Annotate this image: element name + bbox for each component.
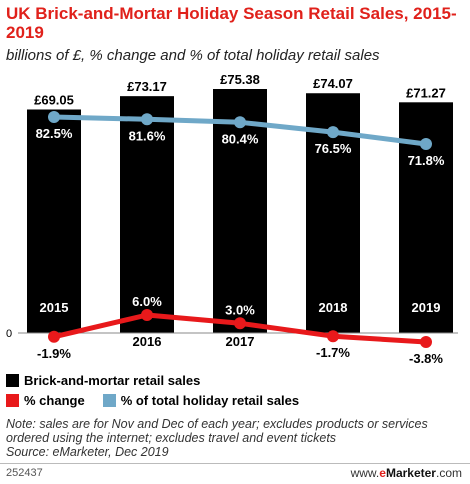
chart-title: UK Brick-and-Mortar Holiday Season Retai… xyxy=(6,4,457,42)
footer-divider xyxy=(0,463,470,464)
chart-subtitle: billions of £, % change and % of total h… xyxy=(6,47,380,64)
share-value-label: 76.5% xyxy=(315,141,352,156)
share-point xyxy=(420,138,432,150)
share-point xyxy=(141,113,153,126)
legend-swatch-share xyxy=(102,394,116,407)
brand-name: Marketer xyxy=(385,466,436,480)
share-value-label: 81.6% xyxy=(129,128,166,143)
brand-prefix: www. xyxy=(350,466,380,480)
brand-suffix: .com xyxy=(435,466,462,480)
chart-canvas: £69.05 £73.17 £75.38 £74.07 £71.27 2015 2016 20… xyxy=(6,72,458,366)
change-point xyxy=(327,330,339,343)
legend-label-share: % of total holiday retail sales xyxy=(120,393,300,408)
bar-value-label: £74.07 xyxy=(313,76,353,91)
x-tick-label: 2016 xyxy=(133,334,162,349)
chart-id: 252437 xyxy=(6,467,43,479)
legend-swatch-bar xyxy=(6,374,19,387)
change-point xyxy=(420,336,432,348)
share-value-label: 80.4% xyxy=(222,131,259,146)
x-tick-label: 2018 xyxy=(319,300,348,315)
source-text: Source: eMarketer, Dec 2019 xyxy=(6,445,169,459)
share-point xyxy=(327,126,339,139)
legend-label-bar: Brick-and-mortar retail sales xyxy=(24,373,201,388)
brand-e: e xyxy=(379,466,386,480)
legend: Brick-and-mortar retail sales % change %… xyxy=(6,372,317,412)
share-value-label: 71.8% xyxy=(408,153,445,168)
y-zero-label: 0 xyxy=(6,328,12,340)
bar-value-label: £75.38 xyxy=(220,72,260,87)
change-value-label: 6.0% xyxy=(132,294,162,309)
change-point xyxy=(48,330,60,343)
bar-2016 xyxy=(120,96,174,333)
share-value-label: 82.5% xyxy=(36,126,73,141)
change-value-label: -1.7% xyxy=(316,345,350,360)
share-point xyxy=(234,116,246,129)
note-text: Note: sales are for Nov and Dec of each … xyxy=(6,417,428,445)
bar-value-label: £69.05 xyxy=(34,92,74,107)
brand-link[interactable]: www.eMarketer.com xyxy=(351,466,462,480)
x-tick-label: 2015 xyxy=(40,300,69,315)
x-tick-label: 2019 xyxy=(412,300,441,315)
change-value-label: -3.8% xyxy=(409,351,443,366)
legend-swatch-change xyxy=(6,394,19,407)
legend-label-change: % change xyxy=(24,393,85,408)
change-value-label: 3.0% xyxy=(225,302,255,317)
chart-note: Note: sales are for Nov and Dec of each … xyxy=(6,417,464,459)
bar-2019 xyxy=(399,102,453,333)
bar-value-label: £71.27 xyxy=(406,85,446,100)
bar-value-label: £73.17 xyxy=(127,79,167,94)
change-point xyxy=(141,309,153,321)
bar-2017 xyxy=(213,89,267,333)
change-value-label: -1.9% xyxy=(37,346,71,361)
share-point xyxy=(48,111,60,123)
change-point xyxy=(234,317,246,330)
bar-2015 xyxy=(27,109,81,334)
x-tick-label: 2017 xyxy=(226,334,255,349)
